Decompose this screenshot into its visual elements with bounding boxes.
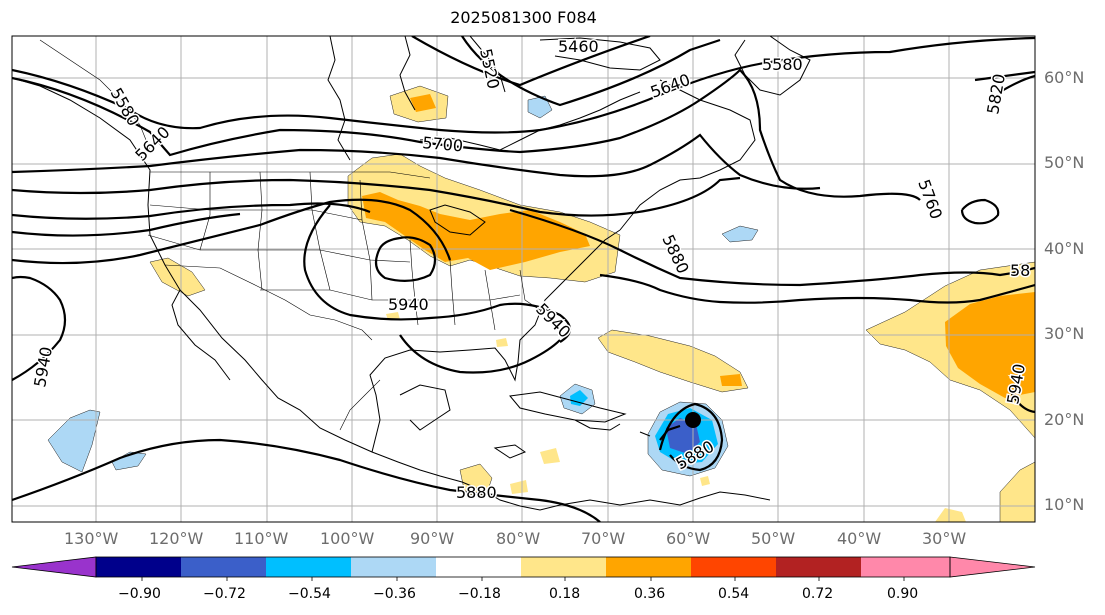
positive-anomaly-fill xyxy=(149,85,1035,522)
colorbar-tick-label: −0.36 xyxy=(373,586,416,602)
colorbar-bin xyxy=(96,557,181,577)
contour-label: 5520 xyxy=(476,47,503,91)
lat-label: 20°N xyxy=(1044,410,1085,429)
contour-label: 5880 xyxy=(456,483,497,502)
lon-label: 60°W xyxy=(666,529,711,548)
colorbar-bin xyxy=(691,557,776,577)
lon-label: 50°W xyxy=(751,529,796,548)
lon-label: 130°W xyxy=(64,529,119,548)
lon-label: 40°W xyxy=(837,529,882,548)
contour-label: 5940 xyxy=(388,295,429,314)
colorbar-bin xyxy=(351,557,436,577)
colorbar xyxy=(11,556,1036,581)
colorbar-tick-label: 0.54 xyxy=(718,586,750,602)
contour-label: 5460 xyxy=(558,37,599,56)
lon-label: 70°W xyxy=(581,529,626,548)
colorbar-tick-label: 0.36 xyxy=(634,586,666,602)
colorbar-tick-label: −0.18 xyxy=(458,586,501,602)
lon-label: 120°W xyxy=(149,529,204,548)
lon-label: 30°W xyxy=(922,529,967,548)
colorbar-tick-label: −0.54 xyxy=(288,586,331,602)
colorbar-max-extend xyxy=(949,556,1036,578)
lat-label: 60°N xyxy=(1044,68,1085,87)
contour-label: 5580 xyxy=(762,55,803,74)
colorbar-bin xyxy=(606,557,691,577)
colorbar-bin xyxy=(266,557,351,577)
contour-label: 58 xyxy=(1010,261,1030,280)
colorbar-bin xyxy=(181,557,266,577)
colorbar-bin xyxy=(521,557,606,577)
lat-label: 40°N xyxy=(1044,239,1085,258)
lon-label: 90°W xyxy=(410,529,455,548)
colorbar-tick-label: 0.90 xyxy=(887,586,919,602)
contour-label: 5640 xyxy=(131,123,173,165)
colorbar-tick-label: 0.18 xyxy=(549,586,581,602)
colorbar-min-extend xyxy=(11,556,97,578)
storm-center-marker xyxy=(685,412,701,428)
colorbar-bin xyxy=(436,557,521,577)
lon-label: 80°W xyxy=(496,529,541,548)
lat-label: 10°N xyxy=(1044,495,1085,514)
coastlines xyxy=(12,36,811,511)
contour-label: 5940 xyxy=(30,345,56,388)
lat-label: 30°N xyxy=(1044,324,1085,343)
map-frame xyxy=(11,35,1036,523)
height-contours xyxy=(12,36,1035,522)
lon-label: 110°W xyxy=(234,529,289,548)
contour-label: 5640 xyxy=(648,70,693,102)
lon-label: 100°W xyxy=(320,529,375,548)
lat-label: 50°N xyxy=(1044,153,1085,172)
map-title: 2025081300 F084 xyxy=(450,8,597,27)
contour-label: 5580 xyxy=(107,85,144,130)
contour-label: 5700 xyxy=(422,133,464,155)
colorbar-bin xyxy=(776,557,861,577)
colorbar-tick-label: −0.90 xyxy=(118,586,161,602)
colorbar-tick-label: 0.72 xyxy=(802,586,834,602)
colorbar-bin xyxy=(861,557,950,577)
colorbar-tick-label: −0.72 xyxy=(203,586,246,602)
